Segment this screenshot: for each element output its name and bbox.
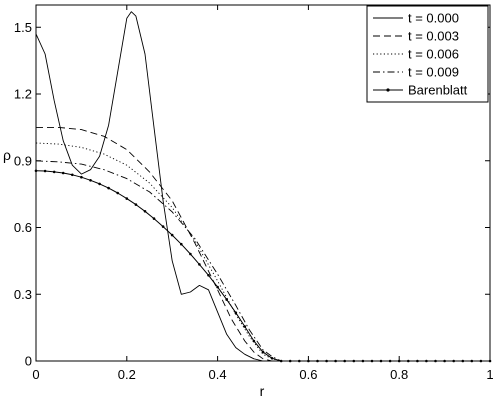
axis-ticks: 0 0.2 0.4 0.6 0.8 1 0 0.3 0.6 0.9 1.2 1.5	[14, 5, 494, 382]
barenblatt-marker	[143, 210, 147, 213]
barenblatt-marker	[225, 298, 228, 301]
x-axis-label: r	[260, 383, 265, 399]
y-tick-label: 1.5	[14, 20, 32, 35]
barenblatt-marker	[180, 242, 183, 246]
barenblatt-marker	[207, 274, 210, 277]
barenblatt-marker	[198, 263, 201, 266]
y-tick-label: 0.6	[14, 220, 32, 235]
barenblatt-marker	[234, 311, 238, 315]
barenblatt-marker	[80, 175, 83, 179]
barenblatt-marker	[89, 179, 92, 182]
y-tick-label: 1.2	[14, 87, 32, 102]
series-line-3	[35, 142, 490, 362]
barenblatt-marker	[261, 350, 265, 354]
y-tick-label: 0.9	[14, 153, 32, 168]
barenblatt-marker	[216, 285, 219, 289]
barenblatt-marker	[52, 170, 56, 174]
legend-label-5: Barenblatt	[408, 83, 468, 98]
barenblatt-marker	[243, 325, 247, 328]
legend-box	[366, 5, 489, 103]
barenblatt-marker	[152, 217, 156, 220]
y-axis-label: ρ	[3, 147, 11, 163]
barenblatt-marker	[252, 339, 256, 343]
legend-label-2: t = 0.003	[408, 29, 459, 44]
series-line-4	[35, 160, 490, 362]
series-line-1	[35, 11, 490, 362]
barenblatt-marker	[125, 197, 129, 200]
barenblatt-marker	[98, 182, 101, 186]
x-tick-label: 1	[486, 367, 493, 382]
barenblatt-marker	[189, 252, 192, 256]
y-tick-label: 0.3	[14, 287, 32, 302]
legend-label-3: t = 0.006	[408, 47, 459, 62]
x-tick-label: 0.2	[118, 367, 136, 382]
barenblatt-marker	[134, 203, 138, 206]
barenblatt-marker	[71, 173, 74, 177]
x-tick-label: 0	[32, 367, 39, 382]
axes-frame	[35, 4, 491, 362]
legend-label-1: t = 0.000	[408, 11, 459, 26]
legend: t = 0.000 t = 0.003 t = 0.006 t = 0.009 Bare…	[366, 5, 489, 103]
barenblatt-marker	[161, 225, 165, 228]
x-tick-label: 0.6	[299, 367, 317, 382]
barenblatt-marker	[116, 191, 119, 195]
barenblatt-marker	[270, 357, 274, 360]
barenblatt-marker	[61, 171, 65, 175]
barenblatt-marker	[170, 233, 174, 237]
series-line-2	[36, 126, 490, 362]
legend-marker	[386, 88, 390, 92]
y-tick-label: 0	[25, 354, 32, 369]
legend-label-4: t = 0.009	[408, 65, 459, 80]
barenblatt-marker	[43, 169, 47, 173]
x-tick-label: 0.4	[209, 367, 227, 382]
series-line-5	[35, 170, 490, 362]
x-tick-label: 0.8	[390, 367, 408, 382]
barenblatt-marker	[107, 186, 110, 190]
